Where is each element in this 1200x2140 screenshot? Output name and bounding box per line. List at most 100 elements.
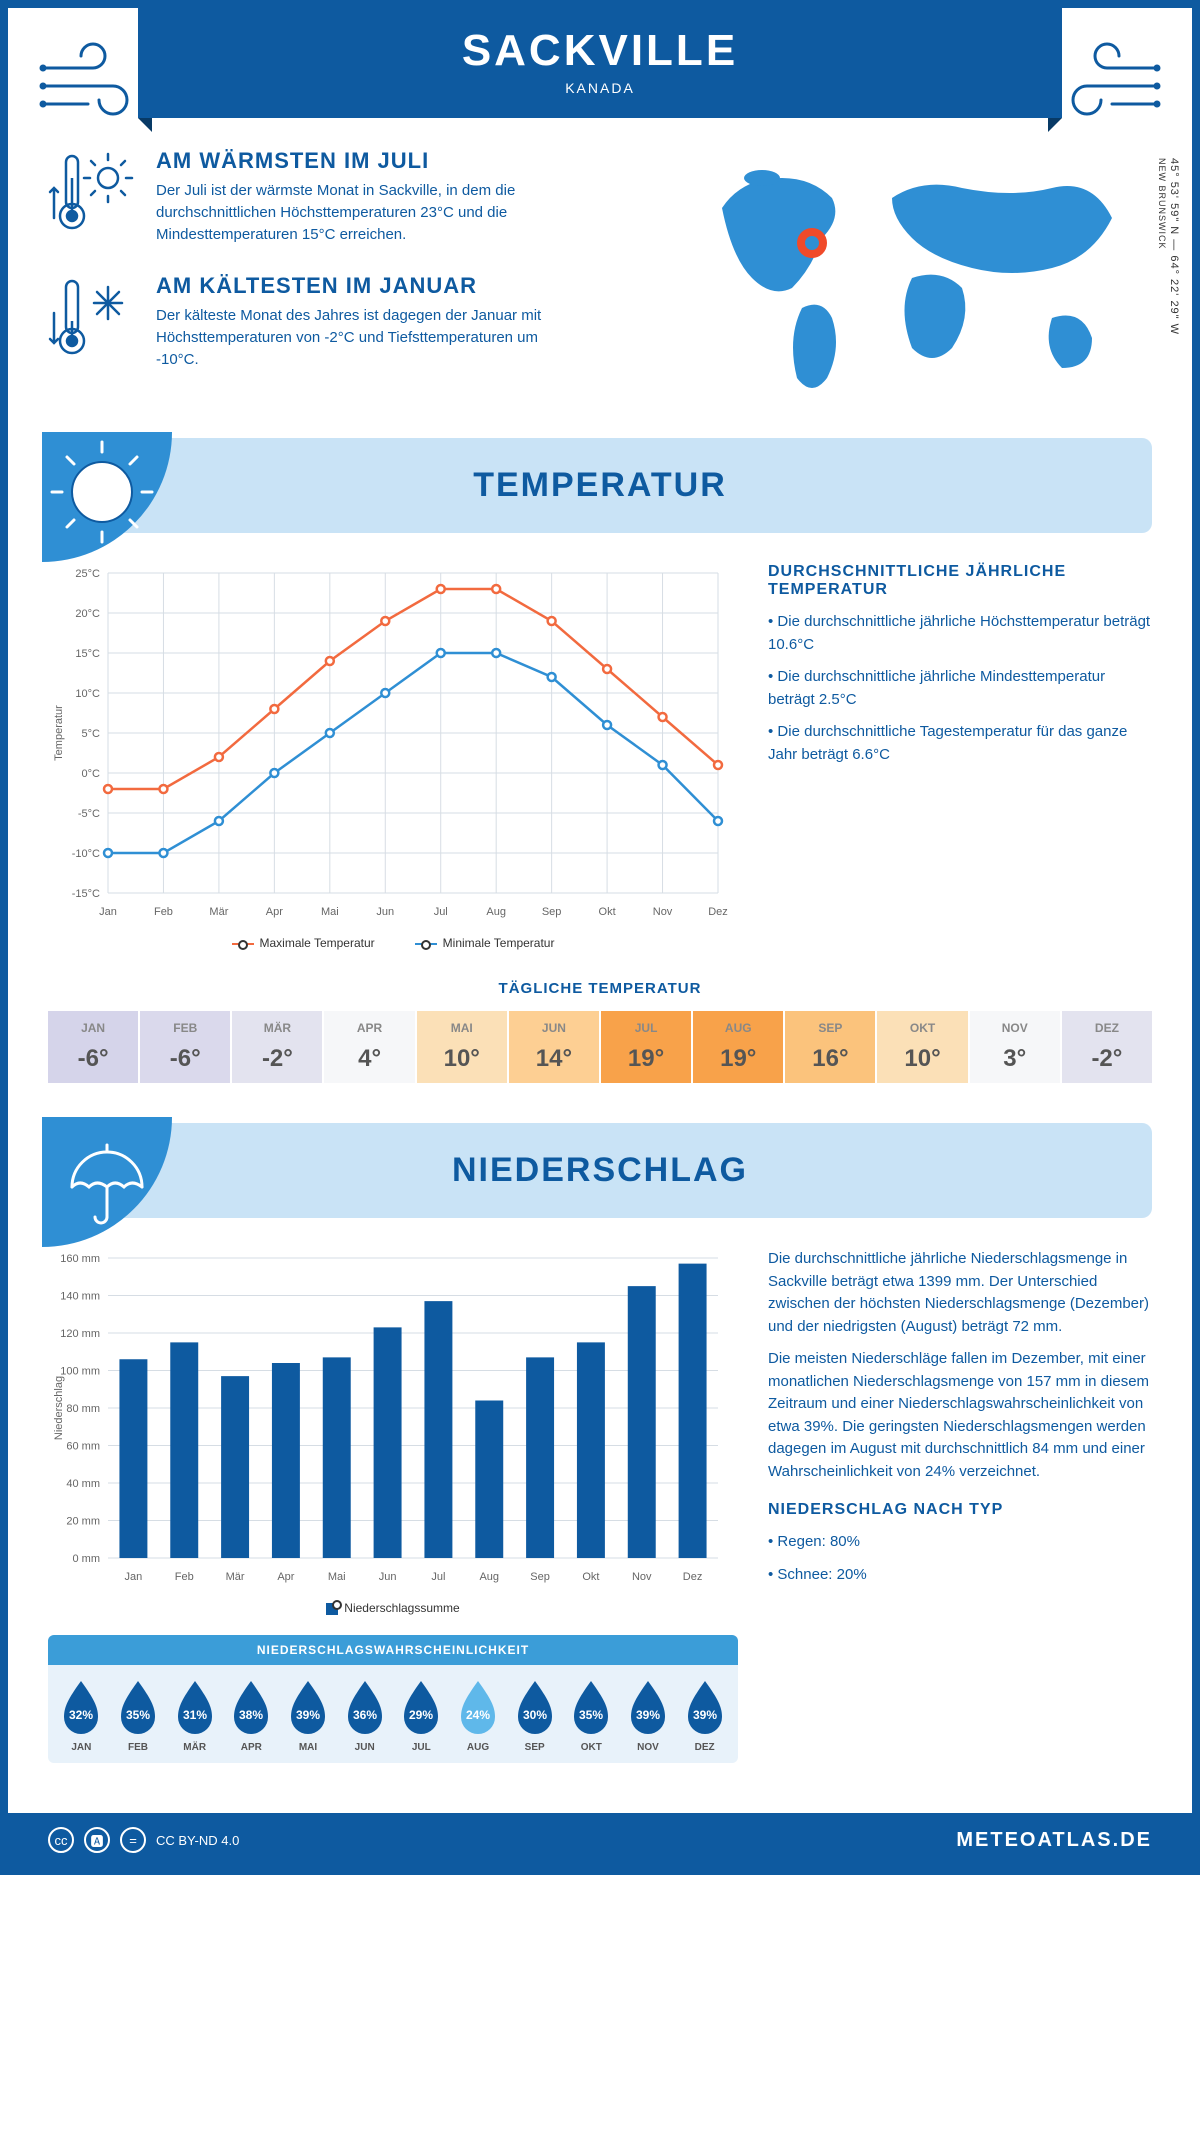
precipitation-probability-panel: NIEDERSCHLAGSWAHRSCHEINLICHKEIT 32%JAN35… xyxy=(48,1635,738,1763)
svg-text:39%: 39% xyxy=(296,1708,320,1722)
avg-temp-heading: DURCHSCHNITTLICHE JÄHRLICHE TEMPERATUR xyxy=(768,563,1152,599)
temperature-legend: Maximale Temperatur Minimale Temperatur xyxy=(48,936,738,950)
svg-text:39%: 39% xyxy=(693,1708,717,1722)
svg-text:40 mm: 40 mm xyxy=(66,1478,100,1490)
svg-text:Jun: Jun xyxy=(376,906,394,918)
svg-text:160 mm: 160 mm xyxy=(60,1253,100,1265)
daily-temp-cell: DEZ-2° xyxy=(1062,1011,1152,1083)
svg-text:15°C: 15°C xyxy=(75,648,100,660)
svg-text:36%: 36% xyxy=(353,1708,377,1722)
precip-drop: 35%FEB xyxy=(111,1677,166,1753)
daily-temp-cell: JAN-6° xyxy=(48,1011,138,1083)
precipitation-section-header: NIEDERSCHLAG xyxy=(48,1123,1152,1218)
svg-text:Dez: Dez xyxy=(708,906,728,918)
precip-drop: 24%AUG xyxy=(451,1677,506,1753)
svg-text:Apr: Apr xyxy=(277,1571,294,1583)
precip-drop: 39%MAI xyxy=(281,1677,336,1753)
daily-temp-grid: JAN-6°FEB-6°MÄR-2°APR4°MAI10°JUN14°JUL19… xyxy=(48,1011,1152,1083)
svg-text:Okt: Okt xyxy=(582,1571,599,1583)
svg-text:Jan: Jan xyxy=(99,906,117,918)
precipitation-legend: Niederschlagssumme xyxy=(48,1601,738,1615)
svg-text:20°C: 20°C xyxy=(75,608,100,620)
warmest-text: Der Juli ist der wärmste Monat in Sackvi… xyxy=(156,180,576,245)
sun-icon xyxy=(42,432,172,562)
svg-text:-5°C: -5°C xyxy=(78,808,100,820)
daily-temp-cell: MÄR-2° xyxy=(232,1011,322,1083)
svg-text:100 mm: 100 mm xyxy=(60,1366,100,1378)
bullet: Die durchschnittliche jährliche Höchstte… xyxy=(768,611,1152,656)
coldest-text: Der kälteste Monat des Jahres ist dagege… xyxy=(156,305,576,370)
precip-drop: 39%DEZ xyxy=(677,1677,732,1753)
svg-text:Apr: Apr xyxy=(266,906,283,918)
svg-text:120 mm: 120 mm xyxy=(60,1328,100,1340)
svg-text:Aug: Aug xyxy=(479,1571,499,1583)
bullet: Die durchschnittliche Tagestemperatur fü… xyxy=(768,721,1152,766)
svg-text:Jul: Jul xyxy=(431,1571,445,1583)
wind-icon xyxy=(38,38,148,128)
precip-drop: 31%MÄR xyxy=(167,1677,222,1753)
svg-text:38%: 38% xyxy=(239,1708,263,1722)
temperature-section-header: TEMPERATUR xyxy=(48,438,1152,533)
daily-temp-cell: JUL19° xyxy=(601,1011,691,1083)
svg-text:-10°C: -10°C xyxy=(72,848,100,860)
svg-text:35%: 35% xyxy=(126,1708,150,1722)
world-map: 45° 53' 59" N — 64° 22' 29" W NEW BRUNSW… xyxy=(692,148,1152,408)
svg-text:30%: 30% xyxy=(523,1708,547,1722)
svg-text:Jul: Jul xyxy=(434,906,448,918)
daily-temp-cell: MAI10° xyxy=(417,1011,507,1083)
daily-temp-cell: SEP16° xyxy=(785,1011,875,1083)
svg-text:Mär: Mär xyxy=(226,1571,245,1583)
license: cc 🅰 = CC BY-ND 4.0 xyxy=(48,1827,239,1853)
svg-text:Nov: Nov xyxy=(632,1571,652,1583)
umbrella-icon xyxy=(42,1117,172,1247)
daily-temp-cell: JUN14° xyxy=(509,1011,599,1083)
svg-text:Mai: Mai xyxy=(321,906,339,918)
svg-text:Feb: Feb xyxy=(175,1571,194,1583)
precip-drop: 29%JUL xyxy=(394,1677,449,1753)
svg-text:31%: 31% xyxy=(183,1708,207,1722)
svg-text:60 mm: 60 mm xyxy=(66,1441,100,1453)
svg-text:80 mm: 80 mm xyxy=(66,1403,100,1415)
svg-text:140 mm: 140 mm xyxy=(60,1291,100,1303)
svg-text:Sep: Sep xyxy=(530,1571,550,1583)
footer: cc 🅰 = CC BY-ND 4.0 METEOATLAS.DE xyxy=(8,1813,1192,1867)
daily-temp-cell: FEB-6° xyxy=(140,1011,230,1083)
bullet: Die durchschnittliche jährliche Mindestt… xyxy=(768,666,1152,711)
bullet: Schnee: 20% xyxy=(768,1564,1152,1587)
nd-icon: = xyxy=(120,1827,146,1853)
precip-text-1: Die durchschnittliche jährliche Niedersc… xyxy=(768,1248,1152,1338)
coordinates: 45° 53' 59" N — 64° 22' 29" W NEW BRUNSW… xyxy=(1156,158,1180,335)
precip-drop: 39%NOV xyxy=(621,1677,676,1753)
svg-text:25°C: 25°C xyxy=(75,568,100,580)
precipitation-bar-chart: 0 mm20 mm40 mm60 mm80 mm100 mm120 mm140 … xyxy=(48,1248,738,1588)
thermometer-cold-icon xyxy=(48,273,138,363)
svg-text:Jun: Jun xyxy=(379,1571,397,1583)
city-title: SACKVILLE xyxy=(138,26,1062,76)
brand: METEOATLAS.DE xyxy=(956,1829,1152,1852)
daily-temp-title: TÄGLICHE TEMPERATUR xyxy=(48,980,1152,997)
bullet: Regen: 80% xyxy=(768,1531,1152,1554)
coldest-block: AM KÄLTESTEN IM JANUAR Der kälteste Mona… xyxy=(48,273,662,370)
svg-text:Aug: Aug xyxy=(486,906,506,918)
warmest-block: AM WÄRMSTEN IM JULI Der Juli ist der wär… xyxy=(48,148,662,245)
svg-text:Okt: Okt xyxy=(599,906,616,918)
precip-by-type-title: NIEDERSCHLAG NACH TYP xyxy=(768,1501,1152,1519)
daily-temp-cell: OKT10° xyxy=(877,1011,967,1083)
by-icon: 🅰 xyxy=(84,1827,110,1853)
daily-temp-cell: AUG19° xyxy=(693,1011,783,1083)
svg-text:Mär: Mär xyxy=(209,906,228,918)
avg-temp-bullets: Die durchschnittliche jährliche Höchstte… xyxy=(768,611,1152,766)
svg-text:29%: 29% xyxy=(409,1708,433,1722)
daily-temp-cell: APR4° xyxy=(324,1011,414,1083)
precip-drop: 32%JAN xyxy=(54,1677,109,1753)
title-banner: SACKVILLE KANADA xyxy=(138,8,1062,118)
thermometer-hot-icon xyxy=(48,148,138,238)
svg-text:Dez: Dez xyxy=(683,1571,703,1583)
svg-text:10°C: 10°C xyxy=(75,688,100,700)
precip-text-2: Die meisten Niederschläge fallen im Deze… xyxy=(768,1348,1152,1483)
warmest-title: AM WÄRMSTEN IM JULI xyxy=(156,148,576,174)
daily-temp-cell: NOV3° xyxy=(970,1011,1060,1083)
precip-drop: 38%APR xyxy=(224,1677,279,1753)
svg-text:Sep: Sep xyxy=(542,906,562,918)
temperature-line-chart: -15°C-10°C-5°C0°C5°C10°C15°C20°C25°CJanF… xyxy=(48,563,738,923)
